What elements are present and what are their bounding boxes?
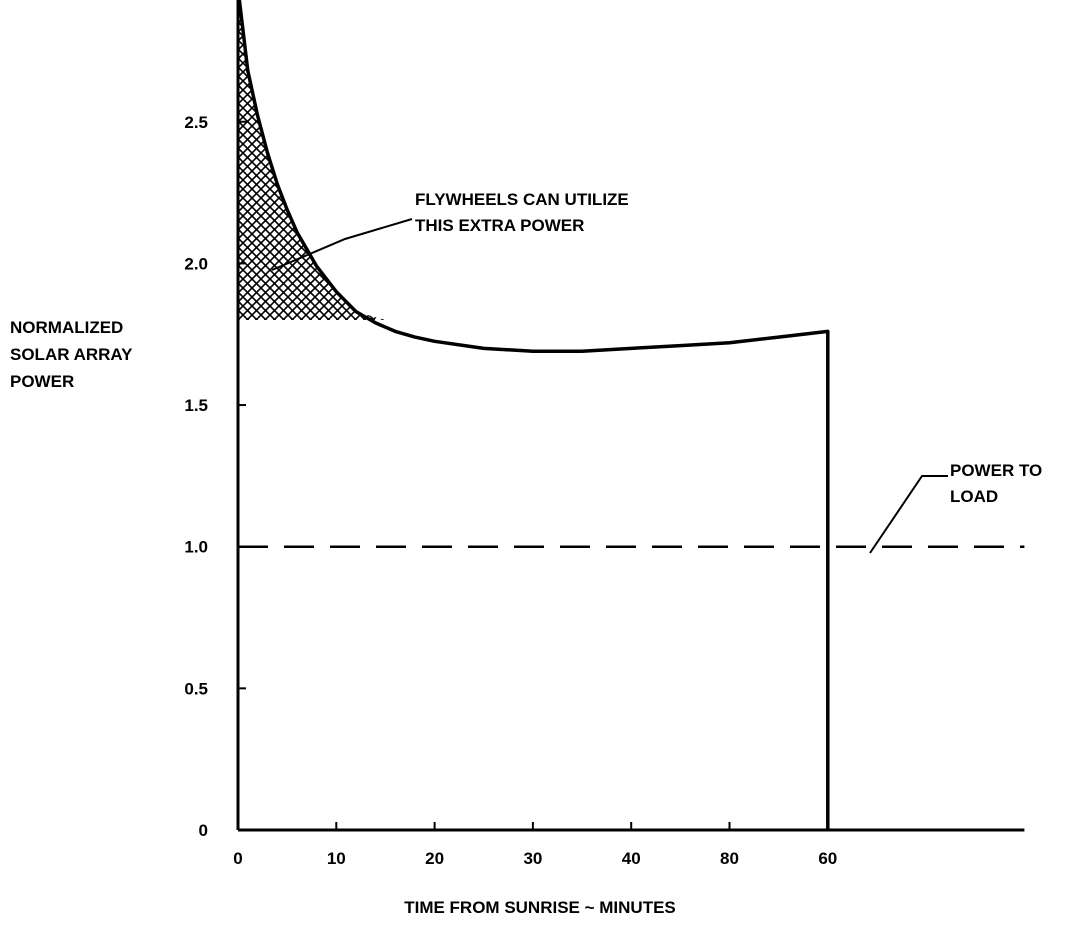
y-axis-label-line-1: NORMALIZED <box>10 318 123 337</box>
annotation-flywheels-line-1: FLYWHEELS CAN UTILIZE <box>415 190 629 209</box>
x-tick-label-5: 80 <box>720 849 739 868</box>
x-tick-label-0: 0 <box>233 849 242 868</box>
annotation-power-to-load-leader <box>869 475 948 554</box>
y-tick-label-0: 0 <box>199 821 208 840</box>
annotation-power-to-load-line-2: LOAD <box>950 487 998 506</box>
y-tick-label-4: 2.0 <box>184 254 208 273</box>
ticks-layer: 0 0.5 1.0 1.5 2.0 2.5 0 10 20 30 40 80 60 <box>184 113 837 868</box>
x-tick-label-3: 30 <box>523 849 542 868</box>
x-tick-label-4: 40 <box>622 849 641 868</box>
y-tick-label-1: 0.5 <box>184 679 208 698</box>
shaded-region-layer <box>238 0 386 321</box>
annotation-power-to-load-line-1: POWER TO <box>950 461 1042 480</box>
annotation-flywheels: FLYWHEELS CAN UTILIZE THIS EXTRA POWER <box>271 190 629 271</box>
axes-layer <box>236 0 1025 832</box>
y-axis-label: NORMALIZED SOLAR ARRAY POWER <box>10 318 133 391</box>
series-layer <box>237 0 1025 830</box>
annotation-flywheels-line-2: THIS EXTRA POWER <box>415 216 584 235</box>
x-axis-label: TIME FROM SUNRISE ~ MINUTES <box>404 898 676 917</box>
annotation-power-to-load: POWER TO LOAD <box>869 461 1042 554</box>
annotation-flywheels-leader <box>271 218 413 271</box>
series-line-0 <box>237 0 830 830</box>
shaded-region <box>238 0 386 321</box>
x-tick-label-2: 20 <box>425 849 444 868</box>
x-tick-label-6: 60 <box>818 849 837 868</box>
y-tick-label-3: 1.5 <box>184 396 208 415</box>
x-tick-label-1: 10 <box>327 849 346 868</box>
y-axis-label-line-2: SOLAR ARRAY <box>10 345 133 364</box>
y-tick-label-2: 1.0 <box>184 538 208 557</box>
y-axis-label-line-3: POWER <box>10 372 74 391</box>
y-tick-label-5: 2.5 <box>184 113 208 132</box>
